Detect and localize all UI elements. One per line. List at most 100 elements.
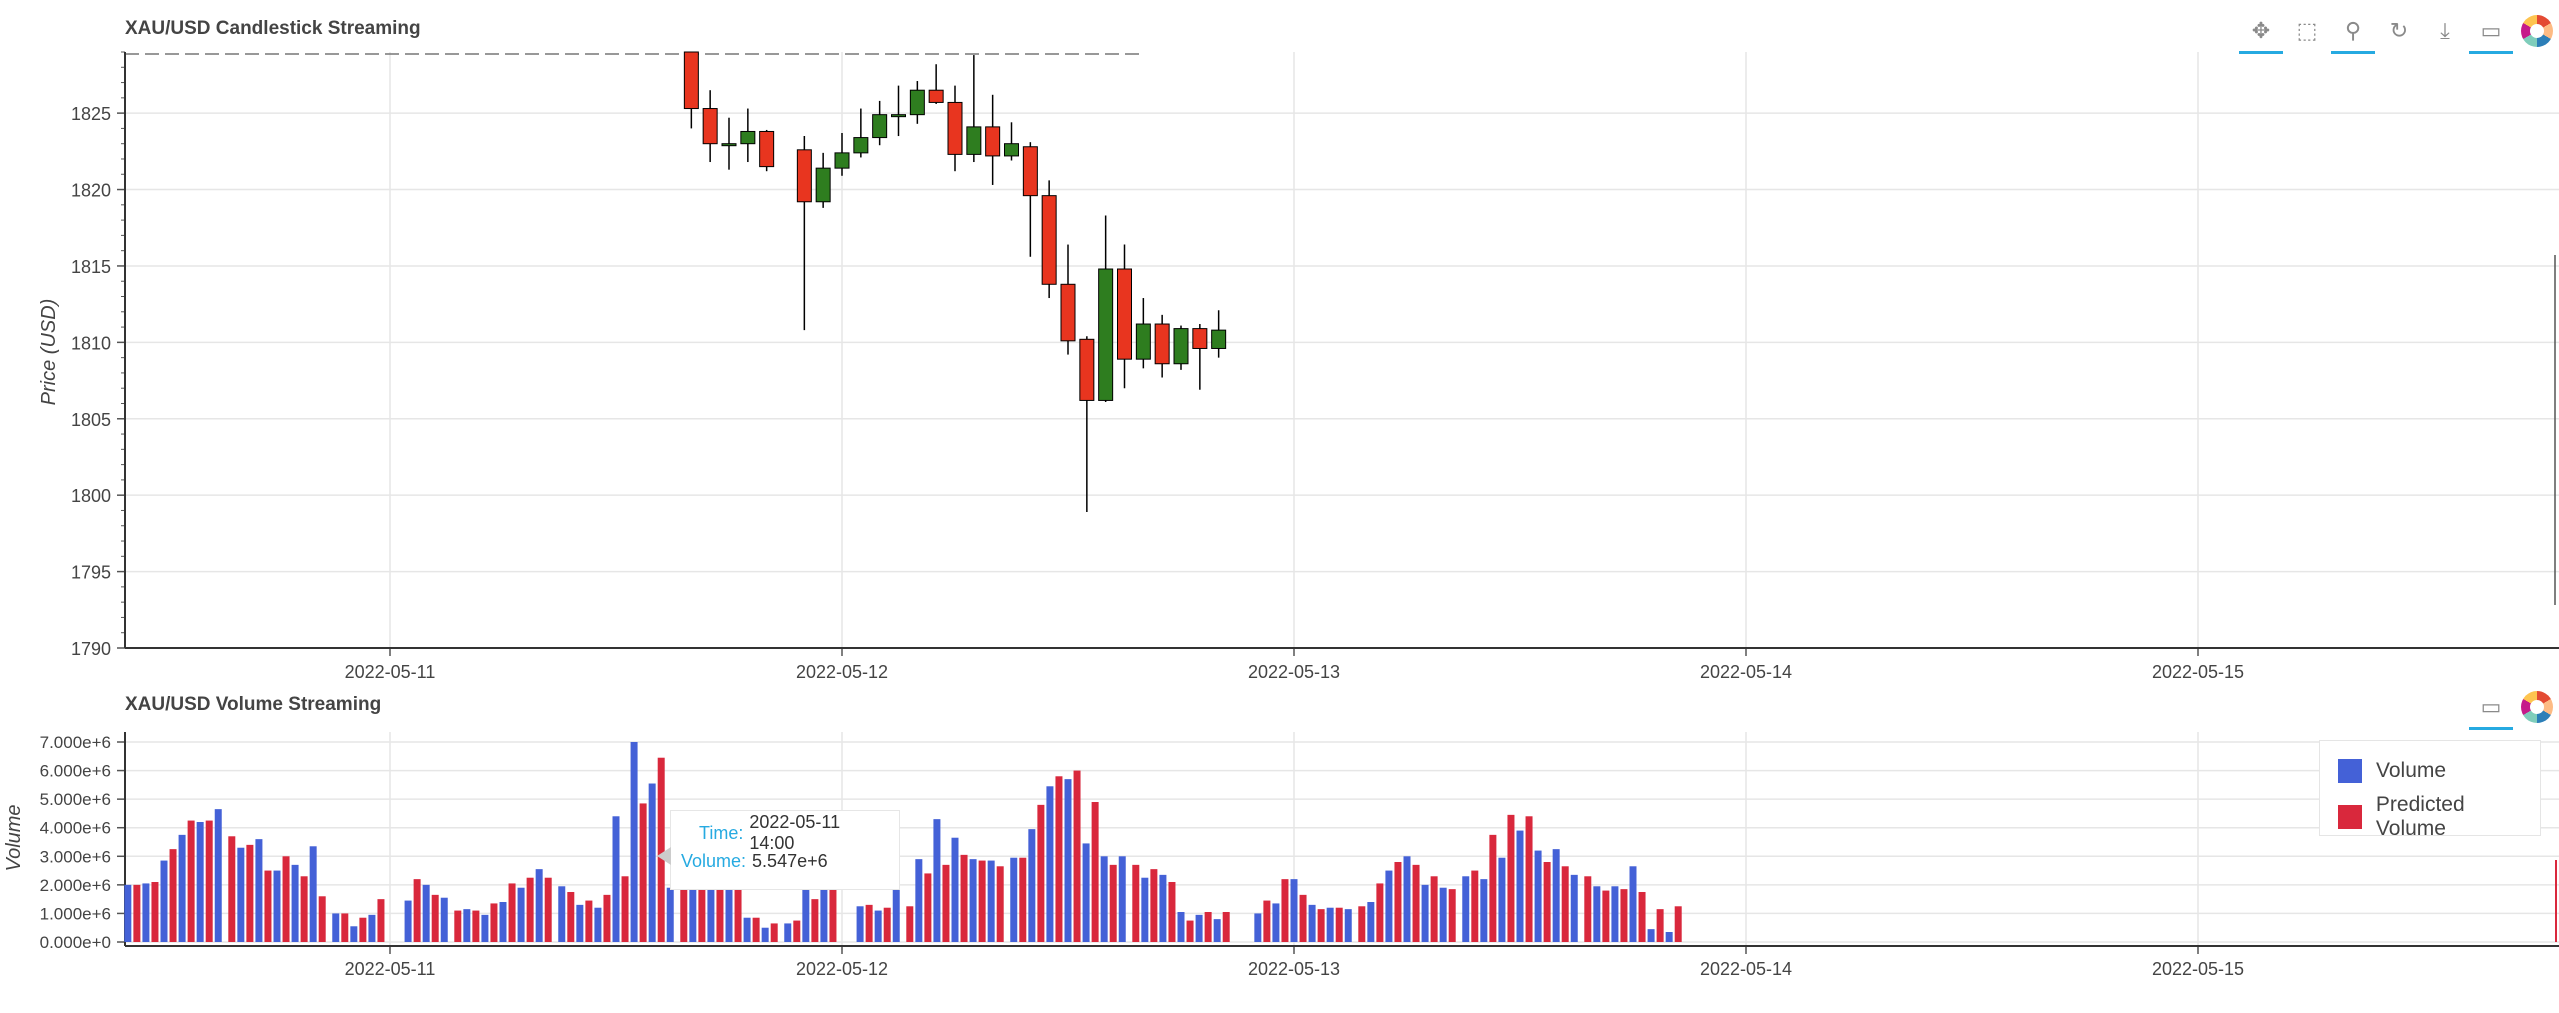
price-chart[interactable]: 1790 1795 1800 1805 1810 1815 1820 1825 2022-05…	[0, 0, 2559, 690]
predicted-volume-bar	[1358, 906, 1366, 942]
volume-bar	[820, 887, 828, 942]
volume-bar	[1159, 874, 1167, 942]
candle-up	[1211, 329, 1227, 349]
volume-y-tick-label: 5.000e+6	[40, 790, 111, 809]
bokeh-logo-icon[interactable]	[2519, 690, 2555, 724]
predicted-volume-bar	[151, 882, 159, 942]
predicted-volume-bar	[246, 844, 254, 942]
volume-bar	[1213, 919, 1221, 942]
price-x-tick-label: 2022-05-13	[1248, 662, 1340, 682]
volume-bar	[178, 834, 186, 942]
volume-bar	[933, 819, 941, 942]
volume-bar	[291, 864, 299, 942]
predicted-volume-bar	[1150, 869, 1158, 942]
volume-bar	[368, 914, 376, 942]
predicted-volume-bar	[472, 910, 480, 942]
volume-y-tick-label: 4.000e+6	[40, 819, 111, 838]
price-x-tick-label: 2022-05-15	[2152, 662, 2244, 682]
predicted-volume-bar	[1489, 834, 1497, 942]
predicted-volume-bar	[770, 923, 778, 942]
candle-up	[834, 152, 850, 169]
legend-swatch-predicted	[2338, 805, 2362, 829]
volume-bar	[214, 809, 222, 942]
price-grid	[125, 52, 2559, 649]
volume-y-tick-label: 2.000e+6	[40, 876, 111, 895]
price-chart-title: XAU/USD Candlestick Streaming	[125, 18, 421, 39]
candle-down	[796, 149, 812, 203]
predicted-volume-bar	[1073, 770, 1081, 942]
volume-bar	[892, 882, 900, 942]
volume-x-tick-label: 2022-05-12	[796, 959, 888, 979]
volume-bar	[915, 859, 923, 942]
candle-up	[740, 130, 756, 145]
volume-bar	[1046, 786, 1054, 942]
predicted-volume-bar	[169, 849, 177, 942]
reset-icon[interactable]: ↻	[2389, 18, 2409, 44]
predicted-volume-bar	[1055, 776, 1063, 942]
predicted-volume-bar	[1168, 882, 1176, 942]
price-x-tick-label: 2022-05-11	[345, 662, 436, 682]
hover-icon[interactable]: ▭	[2469, 14, 2513, 54]
predicted-volume-bar	[960, 854, 968, 942]
predicted-volume-bar	[341, 913, 349, 942]
bokeh-logo-icon[interactable]	[2519, 14, 2555, 48]
volume-chart-title: XAU/USD Volume Streaming	[125, 694, 382, 715]
volume-x-tick-label: 2022-05-13	[1248, 959, 1340, 979]
candle-down	[1041, 195, 1057, 285]
predicted-volume-bar	[906, 906, 914, 942]
volume-bar	[535, 869, 543, 942]
predicted-volume-bar	[377, 899, 385, 942]
box-zoom-icon[interactable]: ⬚	[2296, 18, 2318, 44]
volume-bar	[874, 910, 882, 942]
candle-up	[815, 167, 831, 203]
predicted-volume-bar	[829, 887, 837, 942]
candle-down	[947, 101, 963, 155]
price-y-tick-label: 1805	[71, 410, 111, 430]
volume-bar	[1403, 856, 1411, 942]
predicted-volume-bar	[924, 873, 932, 942]
volume-bar	[1308, 904, 1316, 942]
predicted-volume-bar	[1019, 857, 1027, 942]
volume-bar	[1611, 886, 1619, 942]
candle-down	[1154, 323, 1170, 365]
volume-bar	[1552, 849, 1560, 942]
save-icon[interactable]: ⤓	[2440, 18, 2450, 44]
price-y-tick-label: 1815	[71, 257, 111, 277]
volume-bar	[1082, 843, 1090, 942]
predicted-volume-bar	[978, 860, 986, 942]
legend-label-volume: Volume	[2376, 759, 2447, 782]
predicted-volume-bar	[942, 864, 950, 942]
volume-x-tick-label: 2022-05-11	[345, 959, 436, 979]
volume-bar	[1118, 856, 1126, 942]
predicted-volume-bar	[639, 803, 647, 942]
predicted-volume-bar	[1507, 814, 1515, 942]
predicted-volume-bar	[1263, 900, 1271, 942]
volume-bar	[499, 902, 507, 942]
predicted-volume-bar	[300, 876, 308, 942]
volume-bar	[594, 907, 602, 942]
price-y-tick-label: 1790	[71, 639, 111, 659]
candle-down	[1192, 328, 1208, 349]
volume-bar	[1290, 879, 1298, 942]
wheel-zoom-icon[interactable]: ⚲	[2331, 14, 2375, 54]
volume-y-axis: 0.000e+0 1.000e+6 2.000e+6 3.000e+6 4.000e+6…	[40, 732, 126, 952]
predicted-volume-bar	[996, 866, 1004, 942]
volume-bar	[1439, 887, 1447, 942]
volume-y-label: Volume	[3, 804, 25, 871]
volume-bar	[273, 870, 281, 942]
volume-bar	[1480, 879, 1488, 942]
pan-icon[interactable]: ✥	[2239, 14, 2283, 54]
price-y-tick-label: 1825	[71, 104, 111, 124]
predicted-volume-bar	[1376, 883, 1384, 942]
tooltip-volume-value: 5.547e+6	[752, 850, 828, 871]
volume-bar	[463, 909, 471, 942]
predicted-volume-bar	[1317, 909, 1325, 942]
candle-up	[1173, 328, 1189, 365]
price-y-tick-label: 1820	[71, 181, 111, 201]
volume-bar	[422, 884, 430, 942]
hover-icon[interactable]: ▭	[2469, 690, 2513, 730]
predicted-volume-bar	[1674, 906, 1682, 942]
volume-y-tick-label: 1.000e+6	[40, 904, 111, 923]
candle-down	[1060, 283, 1076, 342]
volume-bar	[1326, 907, 1334, 942]
